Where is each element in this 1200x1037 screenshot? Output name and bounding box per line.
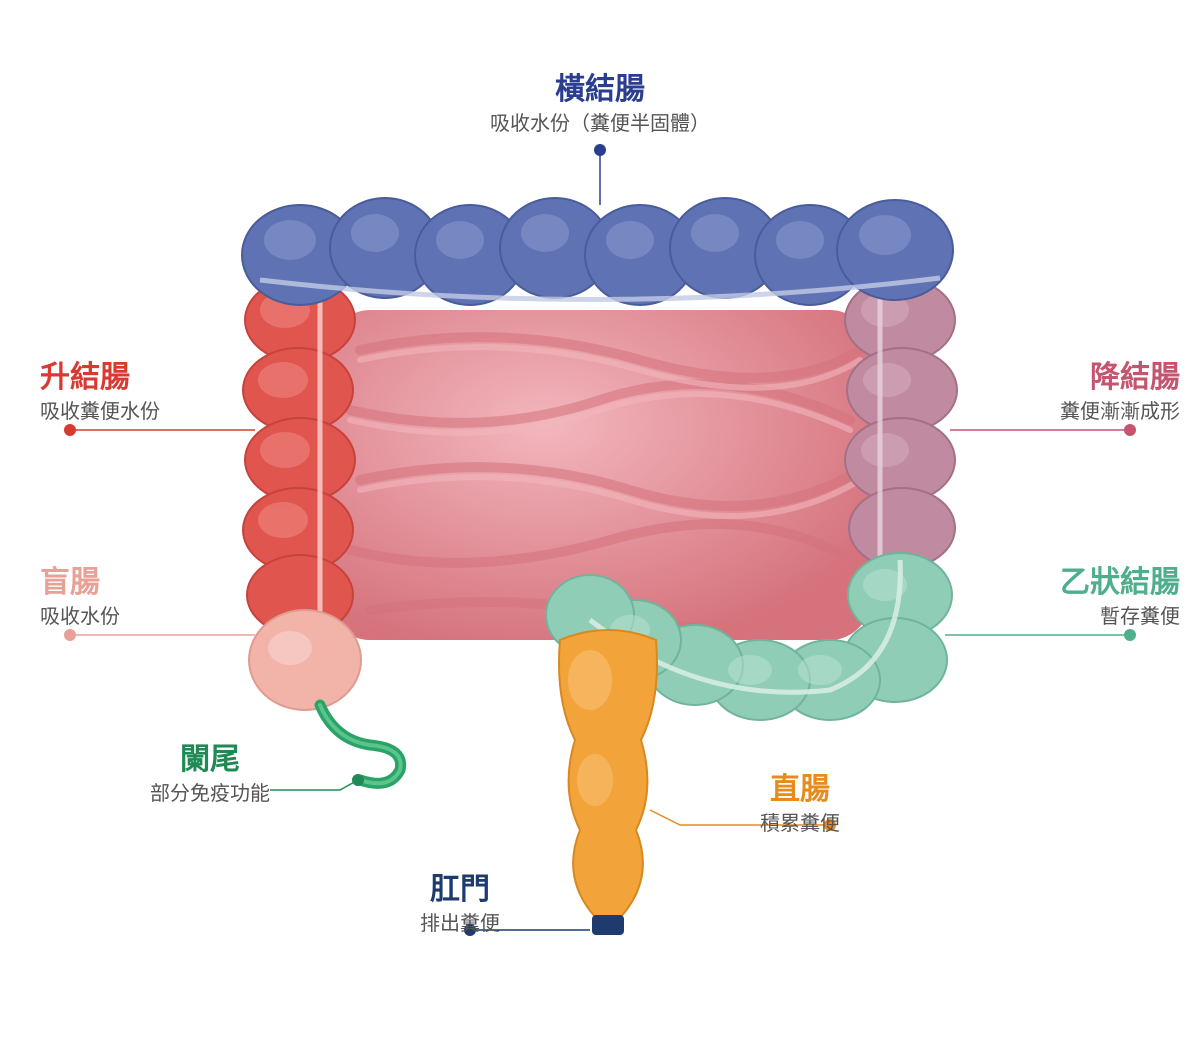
sigmoid-colon-title: 乙狀結腸 — [970, 563, 1180, 602]
rectum-title: 直腸 — [700, 770, 900, 809]
sigmoid-colon-subtitle: 暫存糞便 — [970, 604, 1180, 630]
transverse-colon-shape — [242, 198, 953, 305]
label-descending-colon: 降結腸 糞便漸漸成形 — [970, 358, 1180, 425]
ascending-colon-title: 升結腸 — [40, 358, 240, 397]
label-sigmoid-colon: 乙狀結腸 暫存糞便 — [970, 563, 1180, 630]
ascending-colon-shape — [243, 278, 355, 635]
label-rectum: 直腸 積累糞便 — [700, 770, 900, 837]
appendix-title: 闌尾 — [110, 740, 310, 779]
intestine-diagram: 橫結腸 吸收水份（糞便半固體） 升結腸 吸收糞便水份 盲腸 吸收水份 闌尾 部分… — [0, 0, 1200, 1037]
transverse-colon-title: 橫結腸 — [450, 70, 750, 109]
cecum-title: 盲腸 — [40, 563, 240, 602]
descending-colon-title: 降結腸 — [970, 358, 1180, 397]
cecum-shape — [249, 610, 361, 710]
ascending-colon-subtitle: 吸收糞便水份 — [40, 399, 240, 425]
rectum-shape — [559, 630, 657, 920]
diagram-svg — [0, 0, 1200, 1037]
anus-subtitle: 排出糞便 — [360, 911, 560, 937]
rectum-subtitle: 積累糞便 — [700, 811, 900, 837]
appendix-subtitle: 部分免疫功能 — [110, 781, 310, 807]
label-anus: 肛門 排出糞便 — [360, 870, 560, 937]
anus-shape — [592, 915, 624, 935]
label-ascending-colon: 升結腸 吸收糞便水份 — [40, 358, 240, 425]
cecum-subtitle: 吸收水份 — [40, 604, 240, 630]
label-transverse-colon: 橫結腸 吸收水份（糞便半固體） — [450, 70, 750, 137]
label-appendix: 闌尾 部分免疫功能 — [110, 740, 310, 807]
descending-colon-subtitle: 糞便漸漸成形 — [970, 399, 1180, 425]
appendix-shape — [320, 705, 401, 783]
anus-title: 肛門 — [360, 870, 560, 909]
label-cecum: 盲腸 吸收水份 — [40, 563, 240, 630]
transverse-colon-subtitle: 吸收水份（糞便半固體） — [450, 111, 750, 137]
